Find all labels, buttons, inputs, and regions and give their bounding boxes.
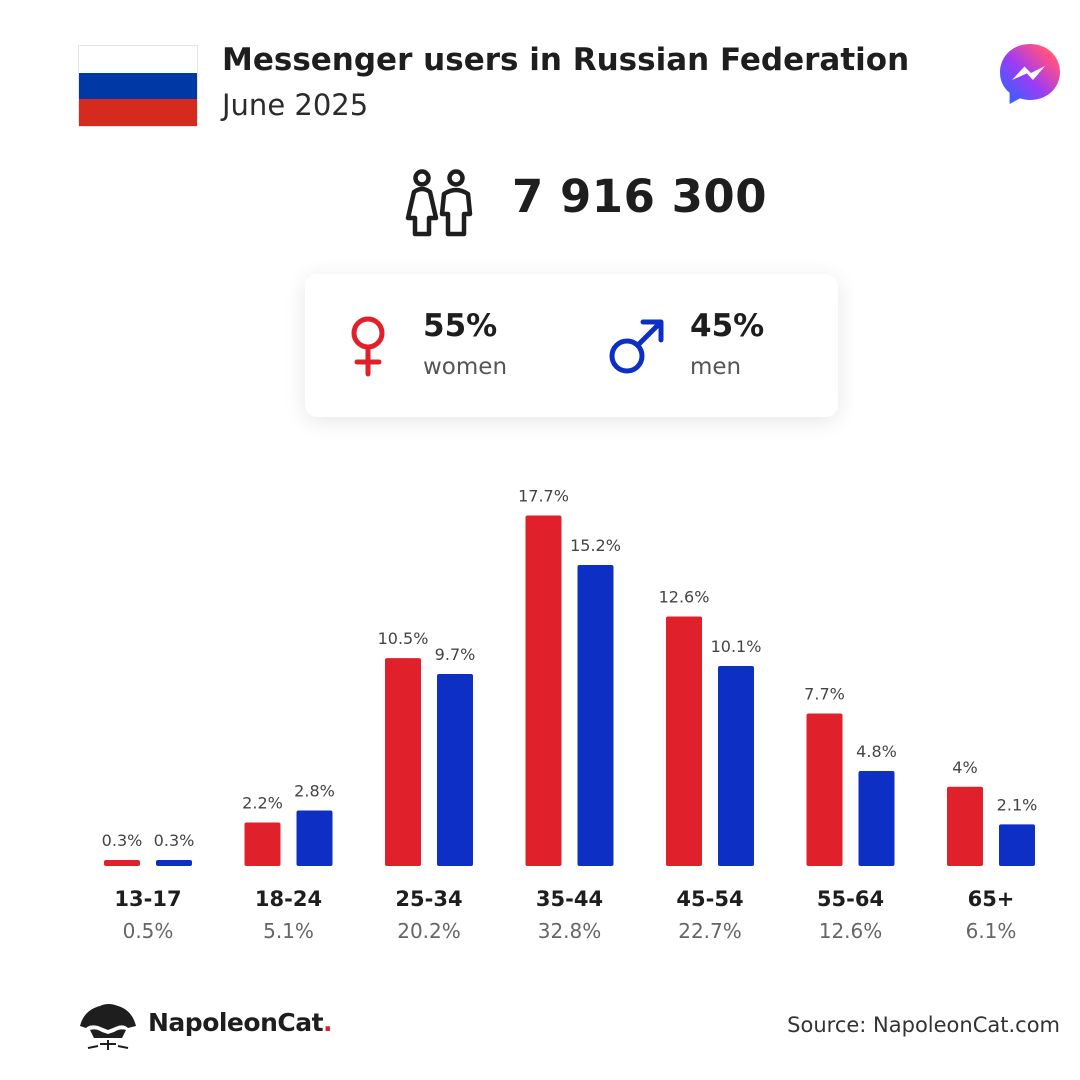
bar-value-label: 0.3% (154, 831, 195, 850)
brand-dot: . (323, 1008, 333, 1037)
bar-18-24-series-1 (244, 822, 281, 866)
category-label: 45-54 (676, 887, 743, 911)
bar-value-label: 7.7% (804, 685, 845, 704)
bar-value-label: 4% (952, 758, 977, 777)
category-total: 22.7% (678, 919, 742, 943)
russia-flag (79, 46, 197, 126)
people-icon (405, 169, 473, 237)
page-subtitle: June 2025 (222, 88, 369, 122)
category-label: 65+ (968, 887, 1015, 911)
men-label: men (690, 354, 742, 380)
brand-name: NapoleonCat. (148, 1008, 333, 1037)
bar-13-17-series-1 (104, 860, 140, 866)
bar-value-label: 12.6% (659, 588, 710, 607)
bar-35-44-series-2 (577, 565, 614, 866)
category-total: 32.8% (538, 919, 602, 943)
bar-65+-series-2 (999, 824, 1035, 866)
total-users: 7 916 300 (512, 170, 768, 223)
bar-value-label: 2.8% (294, 782, 335, 801)
male-icon (609, 319, 664, 374)
age-gender-bar-chart: 0.3% 0.3% 13-17 0.5% 2.2% 2.8% 18-24 5.1% 10.5% 9… (102, 487, 1038, 943)
source-note: Source: NapoleonCat.com (787, 1013, 1060, 1037)
brand-text: NapoleonCat (148, 1008, 324, 1037)
bar-45-54-series-1 (666, 616, 702, 866)
category-label: 13-17 (114, 887, 181, 911)
messenger-icon (1000, 44, 1060, 104)
flag-stripe-blue (79, 72, 197, 100)
category-label: 55-64 (817, 887, 884, 911)
bar-25-34-series-1 (385, 658, 421, 866)
men-percent: 45% (690, 308, 765, 344)
flag-stripe-white (79, 46, 197, 73)
category-total: 20.2% (397, 919, 461, 943)
category-label: 25-34 (395, 887, 462, 911)
bar-value-label: 17.7% (518, 487, 569, 506)
bar-18-24-series-2 (296, 810, 333, 866)
bar-value-label: 9.7% (435, 645, 476, 664)
category-total: 0.5% (123, 919, 174, 943)
bar-45-54-series-2 (718, 666, 754, 866)
female-icon (351, 316, 385, 377)
napoleoncat-logo (80, 1004, 136, 1050)
bar-value-label: 0.3% (102, 831, 143, 850)
gender-card: 55% women 45% men (305, 274, 838, 417)
bar-65+-series-1 (947, 786, 983, 866)
bar-value-label: 15.2% (570, 536, 621, 555)
women-label: women (423, 354, 508, 380)
category-label: 18-24 (255, 887, 322, 911)
category-total: 12.6% (819, 919, 883, 943)
bar-13-17-series-2 (156, 860, 192, 866)
bar-value-label: 10.1% (711, 637, 762, 656)
bar-55-64-series-2 (858, 770, 895, 866)
category-total: 5.1% (263, 919, 314, 943)
women-percent: 55% (423, 308, 498, 344)
category-total: 6.1% (966, 919, 1017, 943)
bar-value-label: 2.2% (242, 793, 283, 812)
category-label: 35-44 (536, 887, 603, 911)
bar-value-label: 10.5% (378, 629, 429, 648)
bar-25-34-series-2 (437, 673, 473, 866)
page-title: Messenger users in Russian Federation (222, 42, 910, 78)
bar-55-64-series-1 (806, 713, 843, 866)
bar-value-label: 2.1% (997, 795, 1038, 814)
bar-value-label: 4.8% (856, 742, 897, 761)
bar-35-44-series-1 (525, 515, 562, 866)
flag-stripe-red (79, 99, 197, 126)
